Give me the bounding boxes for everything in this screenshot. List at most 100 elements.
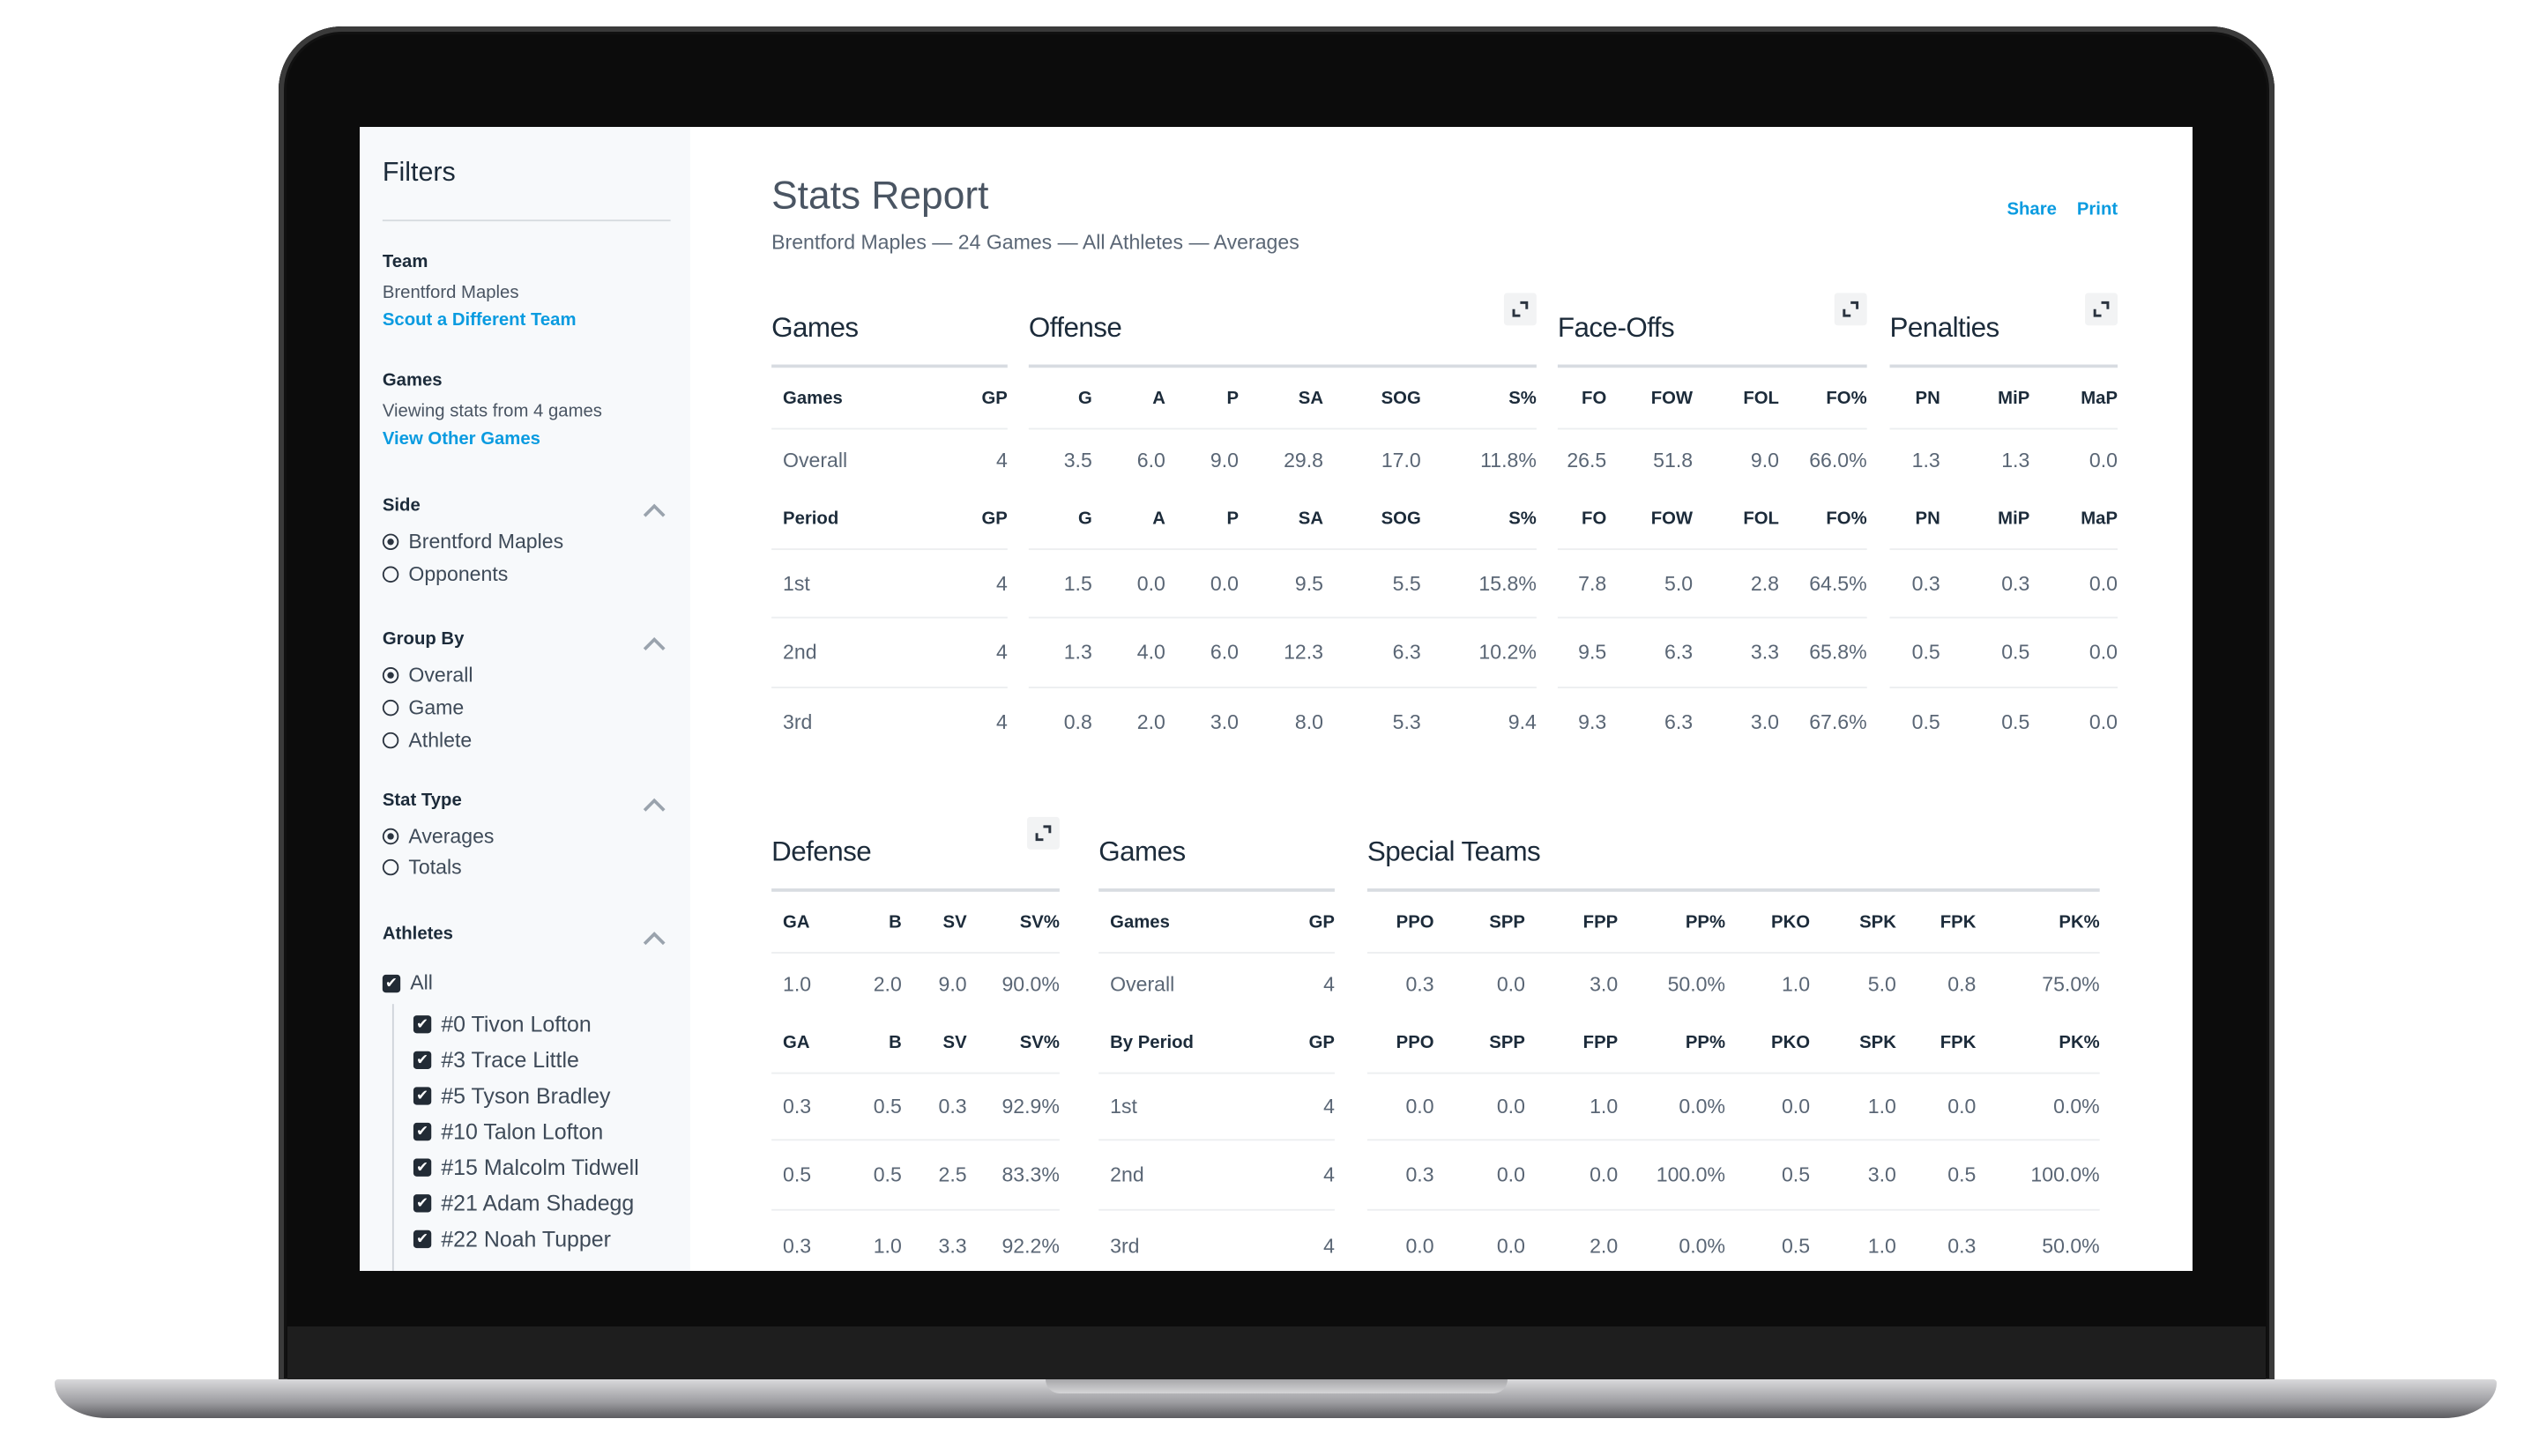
table-cell: 0.3 xyxy=(1405,972,1434,996)
radio-option[interactable]: Totals xyxy=(382,856,462,879)
radio-selected-icon[interactable] xyxy=(382,666,399,684)
checkbox-checked-icon[interactable]: ✔ xyxy=(413,1229,432,1249)
athlete-checkbox[interactable]: ✔ #3 Trace Little xyxy=(413,1048,579,1073)
table-cell: 6.0 xyxy=(1210,641,1240,665)
scout-different-team-link[interactable]: Scout a Different Team xyxy=(382,310,577,331)
laptop-chin xyxy=(287,1326,2266,1381)
table-cell: 5.3 xyxy=(1392,710,1421,734)
checkbox-checked-icon[interactable]: ✔ xyxy=(413,1087,432,1105)
radio-empty-icon[interactable] xyxy=(382,858,399,876)
athlete-checkbox[interactable]: ✔ #15 Malcolm Tidwell xyxy=(413,1155,639,1180)
column-header: G xyxy=(1078,388,1092,408)
radio-selected-icon[interactable] xyxy=(382,828,399,845)
athlete-checkbox[interactable]: ✔ #0 Tivon Lofton xyxy=(413,1012,592,1036)
column-header: FOL xyxy=(1743,509,1779,530)
expand-icon[interactable] xyxy=(2085,293,2118,326)
athlete-checkbox[interactable]: ✔ #10 Talon Lofton xyxy=(413,1119,603,1144)
checkbox-checked-icon[interactable]: ✔ xyxy=(382,973,401,992)
checkbox-checked-icon[interactable]: ✔ xyxy=(413,1015,432,1034)
column-header: FPP xyxy=(1582,1033,1619,1053)
expand-icon[interactable] xyxy=(1834,293,1867,326)
table-cell: 2.0 xyxy=(1136,710,1165,734)
table-heading: Games xyxy=(771,290,1008,368)
table-cell: 1st xyxy=(1110,1095,1137,1118)
column-header: SPK xyxy=(1859,1033,1896,1053)
column-header: PP% xyxy=(1685,911,1726,932)
faceoffs-table: Face-Offs FO FOW FOL FO% 26.5 51.8 9.0 66.0% FO FO… xyxy=(1557,290,1867,757)
share-link[interactable]: Share xyxy=(2007,200,2057,220)
table-cell: 3rd xyxy=(783,710,813,734)
table-cell: 1st xyxy=(783,571,810,595)
expand-icon[interactable] xyxy=(1026,816,1060,850)
table-cell: 17.0 xyxy=(1381,448,1421,472)
table-cell: 0.5 xyxy=(2001,710,2030,734)
table-cell: 11.8% xyxy=(1480,448,1537,472)
expand-icon[interactable] xyxy=(1503,293,1537,326)
table-cell: 9.5 xyxy=(1578,641,1607,665)
defense-table: Defense GA B SV SV% 1.0 2.0 9.0 90.0% GA B SV SV% 0.3… xyxy=(771,813,1060,1271)
table-cell: 0.0 xyxy=(2089,448,2118,472)
radio-option[interactable]: Athlete xyxy=(382,729,472,752)
column-header: PP% xyxy=(1685,1033,1726,1053)
athlete-name: #0 Tivon Lofton xyxy=(441,1012,592,1037)
table-cell: 67.6% xyxy=(1809,710,1867,734)
chevron-up-icon[interactable] xyxy=(643,926,666,946)
column-header: PPO xyxy=(1396,1033,1434,1053)
athlete-checkbox[interactable]: ✔ #21 Adam Shadegg xyxy=(413,1191,634,1215)
checkbox-checked-icon[interactable]: ✔ xyxy=(413,1051,432,1070)
radio-empty-icon[interactable] xyxy=(382,699,399,717)
column-header: FPK xyxy=(1940,1033,1977,1053)
radio-option[interactable]: Game xyxy=(382,696,465,720)
print-link[interactable]: Print xyxy=(2076,200,2118,220)
chevron-up-icon[interactable] xyxy=(643,631,666,650)
athlete-all-checkbox[interactable]: ✔ All xyxy=(382,971,433,994)
table-cell: 9.0 xyxy=(1750,448,1779,472)
column-header: Games xyxy=(783,388,843,408)
table-cell: 4 xyxy=(995,571,1008,595)
radio-option[interactable]: Averages xyxy=(382,825,494,848)
column-header: SA xyxy=(1298,509,1324,530)
offense-table: Offense G A P SA SOG S% 3.5 6.0 9.0 29.8 17.0 11.8% G… xyxy=(1028,290,1537,757)
table-cell: 4 xyxy=(995,641,1008,665)
checkbox-checked-icon[interactable]: ✔ xyxy=(413,1158,432,1177)
table-cell: 0.0 xyxy=(1496,1163,1525,1186)
table-cell: 0.0 xyxy=(2089,641,2118,665)
athlete-checkbox[interactable]: ✔ #22 Noah Tupper xyxy=(413,1227,611,1252)
side-label: Side xyxy=(382,496,421,516)
table-cell: 2.0 xyxy=(1590,1234,1619,1258)
table-cell: 2nd xyxy=(1110,1163,1144,1186)
table-title: Games xyxy=(1098,836,1186,868)
chevron-up-icon[interactable] xyxy=(643,498,666,517)
table-title: Offense xyxy=(1028,312,1122,344)
games-table: Games Games GP Overall 4 Period GP 1st 4 2nd 4 3rd 4 xyxy=(771,290,1008,757)
radio-selected-icon[interactable] xyxy=(382,533,399,551)
table-cell: 1.0 xyxy=(783,972,812,996)
athlete-checkbox[interactable]: ✔ #5 Tyson Bradley xyxy=(413,1084,610,1108)
table-cell: 6.3 xyxy=(1664,710,1694,734)
table-row: 0.3 0.3 0.0 xyxy=(1889,550,2118,619)
table-row: 0.8 2.0 3.0 8.0 5.3 9.4 xyxy=(1029,688,1537,757)
column-header: FPP xyxy=(1582,911,1619,932)
radio-empty-icon[interactable] xyxy=(382,732,399,749)
table-cell: 0.3 xyxy=(1405,1163,1434,1186)
table-cell: 1.0 xyxy=(1867,1234,1896,1258)
table-row: 0.3 0.0 3.0 50.0% 1.0 5.0 0.8 75.0% xyxy=(1367,954,2099,1014)
table-cell: 0.0 xyxy=(1136,571,1165,595)
radio-option[interactable]: Brentford Maples xyxy=(382,531,563,553)
column-header: FOL xyxy=(1743,388,1779,408)
table-row: 1.5 0.0 0.0 9.5 5.5 15.8% xyxy=(1028,550,1537,619)
chevron-up-icon[interactable] xyxy=(643,792,666,812)
checkbox-checked-icon[interactable]: ✔ xyxy=(413,1194,432,1213)
table-cell: 0.5 xyxy=(873,1163,902,1186)
table-row: 0.3 0.5 0.3 92.9% xyxy=(771,1074,1060,1141)
radio-option[interactable]: Overall xyxy=(382,664,473,687)
radio-option[interactable]: Opponents xyxy=(382,563,508,586)
column-header: SPK xyxy=(1859,911,1896,932)
table-cell: 0.0% xyxy=(2053,1095,2100,1118)
radio-label: Game xyxy=(408,696,465,720)
view-other-games-link[interactable]: View Other Games xyxy=(382,429,540,449)
table-row: 0.5 0.5 0.0 xyxy=(1889,619,2118,688)
radio-empty-icon[interactable] xyxy=(382,566,399,583)
athletes-label: Athletes xyxy=(382,924,453,944)
checkbox-checked-icon[interactable]: ✔ xyxy=(413,1122,432,1141)
